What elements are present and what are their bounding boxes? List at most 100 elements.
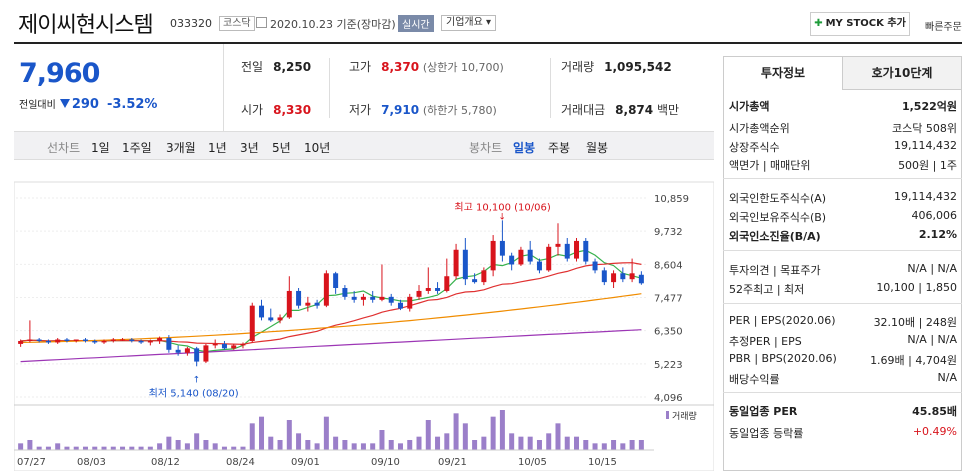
ma-line-60 [20,293,642,343]
volume-bar [435,436,441,450]
chart-toolbar: 선차트 1일 1주일 3개월 1년 3년 5년 10년 봉차트 일봉 주봉 월봉 [14,131,714,160]
down-arrow-icon [59,99,70,108]
volume-bar [157,443,163,450]
volume-bar [462,423,468,450]
volume-bar [527,436,533,450]
candle-body [82,339,88,341]
stat-low: 저가 7,910 (하한가 5,780) [349,101,497,118]
volume-bar [73,446,79,450]
mystock-add-button[interactable]: ✚ MY STOCK 추가 [810,12,910,36]
candle-body [268,317,274,321]
info-value: N/A [937,371,957,384]
candle-body [360,296,366,300]
change-percent: -3.52% [106,97,158,112]
mystock-label: MY STOCK 추가 [825,18,906,29]
candle-body [509,255,515,265]
info-tabs: 투자정보 호가10단계 [723,56,962,90]
ma-line-20 [20,262,642,345]
volume-legend-swatch [666,411,669,419]
candle-body [259,305,265,318]
info-value: 10,100 | 1,850 [876,281,957,294]
candle-weekly[interactable]: 주봉 [548,141,571,155]
volume-bar [92,446,98,450]
volume-bar [286,420,292,450]
period-3m[interactable]: 3개월 [166,141,196,155]
volume-bar [499,410,505,450]
period-1y[interactable]: 1년 [208,141,227,155]
stat-unit: 백만 [656,103,680,117]
x-tick-label: 08/12 [151,457,180,468]
info-label: 투자의견 | 목표주가 [729,264,821,277]
candle-body [175,349,181,353]
info-row: 추정PER | EPS N/A | N/A [729,333,957,349]
stat-note: (하한가 5,780) [422,104,497,117]
volume-bar [360,443,366,450]
volume-bar [416,436,422,450]
stat-value: 8,330 [273,103,312,117]
candle-body [36,339,42,341]
candle-body [296,290,302,306]
info-row: 52주최고 | 최저 10,100 | 1,850 [729,281,957,297]
info-label: 상장주식수 [729,141,780,154]
x-tick-label: 09/21 [438,457,467,468]
candle-body [305,302,311,306]
period-1w[interactable]: 1주일 [122,141,152,155]
candle-body [518,249,524,265]
info-label: 액면가 | 매매단위 [729,159,811,172]
candle-body [388,296,394,303]
volume-bar [425,420,431,450]
overview-label: 기업개요 [446,17,483,28]
volume-bar [518,436,524,450]
info-value: 45.85배 [912,405,957,418]
candle-body [629,273,635,280]
volume-bar [221,446,227,450]
candle-body [592,261,598,271]
volume-bar [481,436,487,450]
volume-bar [138,446,144,450]
candle-body [147,340,153,343]
info-row: PBR | BPS(2020.06) 1.69배 | 4,704원 [729,352,957,367]
volume-bar [536,440,542,450]
stock-chart[interactable]: 10,859 9,732 8,604 7,477 6,350 5,223 4,096 최고 1… [14,160,714,471]
company-overview-dropdown[interactable]: 기업개요 ▾ [441,15,497,31]
volume-bar [82,446,88,450]
quick-order-link[interactable]: 빠른주문 [925,22,962,33]
period-3y[interactable]: 3년 [240,141,259,155]
info-row: 시가총액순위 코스닥 508위 [729,120,957,136]
divider [550,58,551,118]
period-10y[interactable]: 10년 [304,141,331,155]
period-5y[interactable]: 5년 [272,141,291,155]
change-label: 전일대비 [19,100,56,111]
info-row: PER | EPS(2020.06) 32.10배 | 248원 [729,314,957,329]
candle-body [110,339,116,341]
tab-invest-info[interactable]: 투자정보 [723,56,843,90]
candle-body [203,345,209,362]
info-value: 32.10배 | 248원 [873,316,957,329]
candle-body [638,274,644,284]
info-label: 동일업종 등락률 [729,427,804,440]
volume-bar [249,423,255,450]
info-row: 동일업종 PER 45.85배 [729,403,957,419]
candle-body [138,340,144,343]
stock-title: 제이씨현시스템 [18,13,154,38]
realtime-button[interactable]: 실시간 [398,15,434,32]
x-tick-label: 10/15 [588,457,617,468]
candle-body [55,339,61,343]
info-row: 시가총액 1,522억원 [729,98,957,114]
candle-body [277,317,283,321]
candle-body [120,339,126,341]
info-row: 외국인보유주식수(B) 406,006 [729,209,957,225]
candle-body [472,279,478,283]
volume-bar [166,436,172,450]
candle-monthly[interactable]: 월봉 [586,141,609,155]
candle-body [462,249,468,280]
stat-value: 7,910 [381,103,420,117]
info-value: 19,114,432 [894,190,957,203]
period-1d[interactable]: 1일 [91,141,110,155]
volume-bar [574,436,580,450]
tab-orderbook[interactable]: 호가10단계 [842,56,962,90]
candle-daily[interactable]: 일봉 [513,141,536,155]
volume-bar [110,446,116,450]
candle-body [240,343,246,346]
candle-body [45,340,51,343]
